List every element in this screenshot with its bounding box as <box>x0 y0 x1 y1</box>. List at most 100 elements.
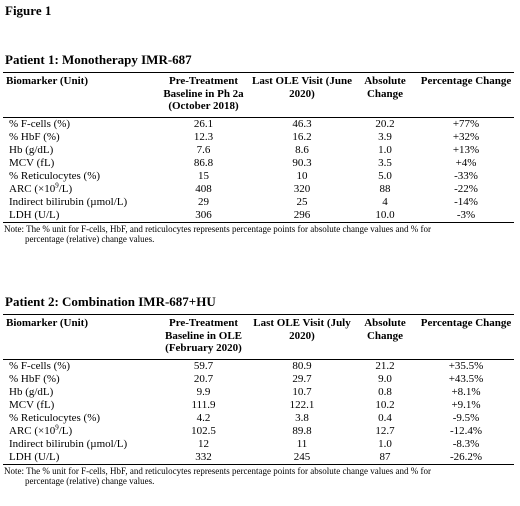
cell-percentage-change: +43.5% <box>448 372 484 385</box>
cell-last-visit: 10.7 <box>292 385 312 398</box>
cell-absolute-change: 88 <box>379 182 391 195</box>
table-row: % HbF (%) 20.7 29.7 9.0 +43.5% <box>3 373 514 386</box>
cell-biomarker: Indirect bilirubin (µmol/L) <box>9 195 128 208</box>
cell-baseline: 86.8 <box>193 156 214 169</box>
cell-percentage-change: -22% <box>454 182 478 195</box>
cell-biomarker: % F-cells (%) <box>9 117 71 130</box>
note-line: Note: The % unit for F-cells, HbF, and r… <box>4 465 431 476</box>
cell-baseline: 306 <box>155 208 252 223</box>
cell-absolute-change: 20.2 <box>375 117 395 130</box>
table-row: Indirect bilirubin (µmol/L) 12 11 1.0 -8… <box>3 438 514 451</box>
cell-baseline: 9.9 <box>196 385 211 398</box>
table-row: Indirect bilirubin (µmol/L) 29 25 4 -14% <box>3 196 514 209</box>
table-row: MCV (fL) 86.8 90.3 3.5 +4% <box>3 157 514 170</box>
cell-percentage-change: -14% <box>454 195 478 208</box>
cell-biomarker: % Reticulocytes (%) <box>9 169 101 182</box>
exponent-superscript: 9 <box>55 181 59 190</box>
patient2-section: Patient 2: Combination IMR-687+HU Biomar… <box>3 294 514 487</box>
cell-last-visit: 10 <box>296 169 308 182</box>
cell-percentage-change: -33% <box>454 169 478 182</box>
table-header-row: Biomarker (Unit) Pre-Treatment Baseline … <box>3 72 514 118</box>
note-line: Note: The % unit for F-cells, HbF, and r… <box>4 223 431 234</box>
figure-title: Figure 1 <box>5 3 52 18</box>
cell-last-visit: 89.8 <box>292 424 312 437</box>
table-row: Hb (g/dL) 9.9 10.7 0.8 +8.1% <box>3 386 514 399</box>
cell-absolute-change: 10.2 <box>375 398 395 411</box>
table-row: ARC (×109/L) 102.5 89.8 12.7 -12.4% <box>3 423 514 438</box>
cell-baseline: 59.7 <box>193 359 214 372</box>
header-absolute-change: Absolute Change <box>352 314 418 360</box>
cell-absolute-change: 87 <box>352 450 418 465</box>
table-note: Note: The % unit for F-cells, HbF, and r… <box>3 224 514 245</box>
note-line: percentage (relative) change values. <box>25 234 155 244</box>
cell-baseline: 7.6 <box>196 143 211 156</box>
cell-percentage-change: +8.1% <box>451 385 481 398</box>
table-header-row: Biomarker (Unit) Pre-Treatment Baseline … <box>3 314 514 360</box>
cell-last-visit: 11 <box>296 437 308 450</box>
cell-biomarker: ARC (×109/L) <box>3 423 155 438</box>
cell-percentage-change: +4% <box>455 156 477 169</box>
cell-absolute-change: 21.2 <box>375 359 395 372</box>
cell-biomarker: % Reticulocytes (%) <box>9 411 101 424</box>
cell-absolute-change: 3.9 <box>378 130 392 143</box>
cell-last-visit: 46.3 <box>292 117 312 130</box>
cell-percentage-change: -12.4% <box>449 424 483 437</box>
cell-biomarker: % HbF (%) <box>9 372 60 385</box>
cell-last-visit: 80.9 <box>292 359 312 372</box>
cell-percentage-change: -26.2% <box>418 450 514 465</box>
cell-absolute-change: 0.4 <box>378 411 392 424</box>
cell-last-visit: 122.1 <box>289 398 315 411</box>
table-row: % Reticulocytes (%) 4.2 3.8 0.4 -9.5% <box>3 412 514 425</box>
cell-absolute-change: 3.5 <box>378 156 392 169</box>
table-row: % F-cells (%) 59.7 80.9 21.2 +35.5% <box>3 359 514 373</box>
cell-baseline: 332 <box>155 450 252 465</box>
cell-absolute-change: 5.0 <box>378 169 392 182</box>
cell-baseline: 4.2 <box>196 411 211 424</box>
table-row: ARC (×109/L) 408 320 88 -22% <box>3 181 514 196</box>
cell-baseline: 102.5 <box>191 424 216 437</box>
cell-biomarker: ARC (×109/L) <box>3 181 155 196</box>
cell-absolute-change: 0.8 <box>378 385 392 398</box>
patient1-table: Biomarker (Unit) Pre-Treatment Baseline … <box>3 72 514 223</box>
cell-baseline: 12.3 <box>193 130 214 143</box>
note-line: percentage (relative) change values. <box>25 476 155 486</box>
cell-percentage-change: +35.5% <box>448 359 484 372</box>
cell-baseline: 111.9 <box>191 398 216 411</box>
biomarker-name-part: ARC (×10 <box>9 182 56 195</box>
cell-baseline: 15 <box>198 169 209 182</box>
cell-percentage-change: -8.3% <box>452 437 480 450</box>
cell-last-visit: 3.8 <box>295 411 309 424</box>
cell-baseline: 12 <box>198 437 209 450</box>
patient1-title: Patient 1: Monotherapy IMR-687 <box>5 52 192 67</box>
cell-biomarker: MCV (fL) <box>9 156 55 169</box>
cell-absolute-change: 1.0 <box>378 143 392 156</box>
cell-last-visit: 296 <box>252 208 352 223</box>
cell-biomarker: % F-cells (%) <box>9 359 71 372</box>
header-percentage-change: Percentage Change <box>418 72 514 118</box>
table-row: Hb (g/dL) 7.6 8.6 1.0 +13% <box>3 144 514 157</box>
cell-biomarker: Hb (g/dL) <box>9 143 54 156</box>
header-percentage-change: Percentage Change <box>418 314 514 360</box>
cell-biomarker: LDH (U/L) <box>3 450 155 465</box>
cell-percentage-change: +32% <box>452 130 480 143</box>
cell-absolute-change: 9.0 <box>378 372 392 385</box>
cell-percentage-change: +77% <box>452 117 480 130</box>
header-biomarker: Biomarker (Unit) <box>3 314 155 360</box>
cell-percentage-change: +13% <box>452 143 480 156</box>
table-row: LDH (U/L) 306 296 10.0 -3% <box>3 208 514 223</box>
cell-absolute-change: 1.0 <box>378 437 392 450</box>
cell-biomarker: Hb (g/dL) <box>9 385 54 398</box>
cell-baseline: 29 <box>198 195 209 208</box>
cell-last-visit: 29.7 <box>292 372 312 385</box>
exponent-superscript: 9 <box>55 423 59 432</box>
biomarker-name-part: /L) <box>58 182 73 195</box>
cell-absolute-change: 10.0 <box>352 208 418 223</box>
table-row: LDH (U/L) 332 245 87 -26.2% <box>3 450 514 465</box>
table-row: MCV (fL) 111.9 122.1 10.2 +9.1% <box>3 399 514 412</box>
biomarker-name-part: /L) <box>58 424 73 437</box>
cell-biomarker: LDH (U/L) <box>3 208 155 223</box>
header-last-visit: Last OLE Visit (June 2020) <box>252 72 352 118</box>
table-row: % Reticulocytes (%) 15 10 5.0 -33% <box>3 170 514 183</box>
cell-baseline: 20.7 <box>193 372 214 385</box>
cell-last-visit: 320 <box>293 182 311 195</box>
